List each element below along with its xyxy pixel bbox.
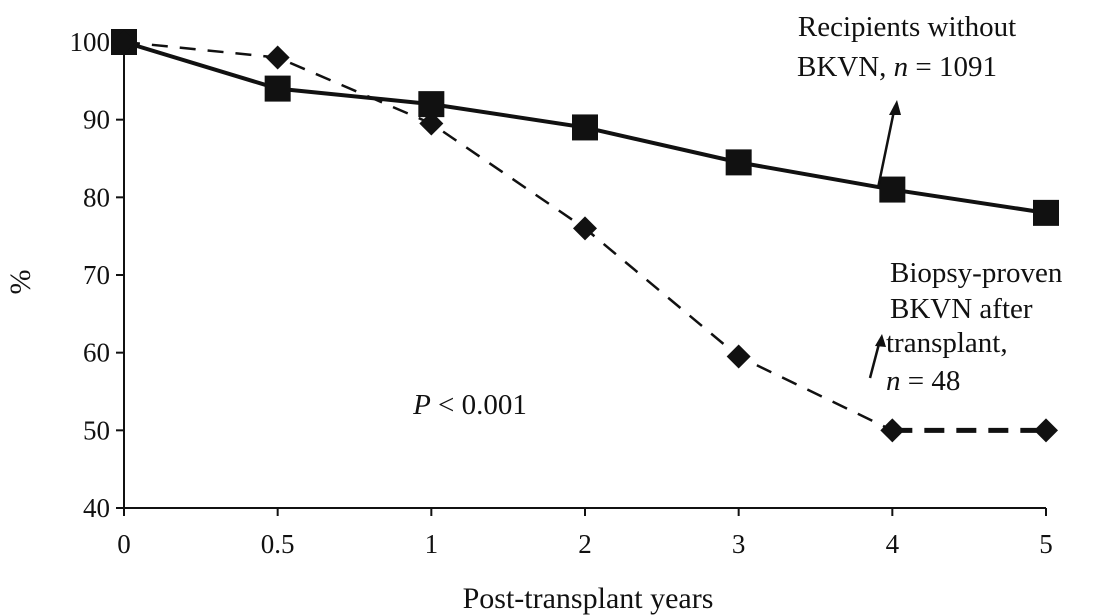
x-tick-label: 5 [1039,529,1053,559]
series1-label-line2: BKVN, n = 1091 [797,51,997,83]
y-tick-label: 90 [83,105,110,135]
series-1-point [264,75,291,102]
series-markers [111,29,1059,443]
y-tick-label: 50 [83,415,110,445]
y-tick-label: 60 [83,338,110,368]
series2-annotation: Biopsy-proven BKVN after transplant, n =… [868,257,1063,397]
series1-label-line1: Recipients without [798,11,1016,43]
x-tick-label: 4 [886,529,900,559]
series-1-point [725,149,752,176]
x-tick-label: 0.5 [261,529,295,559]
x-tick-label: 3 [732,529,746,559]
series-1-point [572,114,598,141]
y-tick-label: 70 [83,260,110,290]
series-2-line [123,40,893,432]
y-axis-title: % [4,270,37,295]
x-axis-title: Post-transplant years [463,582,714,615]
series2-label-line2: BKVN after [890,293,1033,325]
x-tick-label: 2 [578,529,592,559]
y-tick-label: 100 [70,27,111,57]
p-value-rest: < 0.001 [431,389,527,421]
series2-label-line3: transplant, [886,327,1008,359]
x-axis-ticks: 0 0.5 1 2 3 4 5 [117,508,1053,559]
series2-pointer-arrow [868,339,882,379]
y-tick-label: 40 [83,493,110,523]
series1-pointer-arrow [876,105,897,189]
series-2-point [880,418,905,443]
series1-arrowhead [889,100,901,115]
series-2-point [1034,418,1058,443]
series-1-point [1033,199,1059,226]
series-2-point [573,216,597,241]
x-tick-label: 0 [117,529,131,559]
series-2-point [419,111,444,136]
p-value-annotation: P < 0.001 [412,389,527,421]
y-tick-label: 80 [83,182,110,212]
series-2-point [265,45,290,70]
y-axis-ticks: 40 50 60 70 80 90 100 [70,27,124,523]
series-1-point [879,176,906,203]
series2-label-line4: n = 48 [886,365,960,397]
x-tick-label: 1 [425,529,439,559]
series-2-point [726,344,751,369]
series2-arrowhead [875,334,886,347]
series1-annotation: Recipients without BKVN, n = 1091 [797,11,1016,189]
series2-label-line1: Biopsy-proven [890,257,1063,289]
series-2-point [112,30,136,54]
